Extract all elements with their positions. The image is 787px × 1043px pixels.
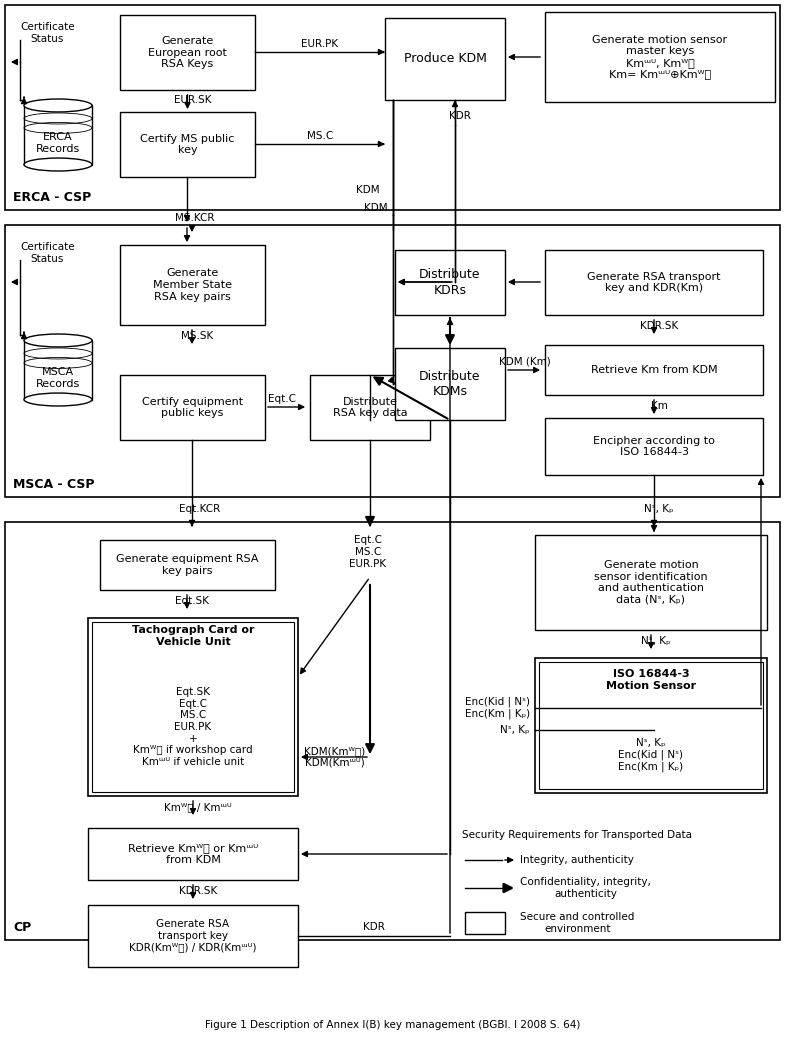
Bar <box>120 245 265 325</box>
Bar <box>545 345 763 395</box>
Text: ERCA
Records: ERCA Records <box>36 132 80 153</box>
Bar <box>395 348 505 420</box>
Text: Generate RSA transport
key and KDR(Km): Generate RSA transport key and KDR(Km) <box>587 271 721 293</box>
Text: Confidentiality, integrity,
authenticity: Confidentiality, integrity, authenticity <box>520 877 651 899</box>
Text: MS.SK: MS.SK <box>181 331 213 341</box>
Text: MSCA - CSP: MSCA - CSP <box>13 478 94 491</box>
Text: Generate
Member State
RSA key pairs: Generate Member State RSA key pairs <box>153 268 232 301</box>
Bar <box>120 112 255 177</box>
Bar <box>310 375 430 440</box>
Bar <box>24 340 92 399</box>
Bar <box>5 522 780 940</box>
Text: Certificate
Status: Certificate Status <box>20 242 75 264</box>
Text: Encipher according to
ISO 16844-3: Encipher according to ISO 16844-3 <box>593 436 715 457</box>
Text: Eqt.C: Eqt.C <box>268 394 296 404</box>
Bar <box>88 618 298 796</box>
Text: ISO 16844-3
Motion Sensor: ISO 16844-3 Motion Sensor <box>606 670 696 690</box>
Text: Eqt.SK: Eqt.SK <box>175 596 209 606</box>
Text: CP: CP <box>13 921 31 933</box>
Text: Generate equipment RSA
key pairs: Generate equipment RSA key pairs <box>116 554 259 576</box>
Text: Retrieve Kmᵂ၃ or Kmᵚᵁ
from KDM: Retrieve Kmᵂ၃ or Kmᵚᵁ from KDM <box>127 843 258 865</box>
Text: Nˢ, Kₚ
Enc(Kid | Nˢ)
Enc(Km | Kₚ): Nˢ, Kₚ Enc(Kid | Nˢ) Enc(Km | Kₚ) <box>619 737 684 772</box>
Text: KDR: KDR <box>363 922 385 932</box>
Text: Certify MS public
key: Certify MS public key <box>140 134 235 155</box>
Text: MS.C: MS.C <box>307 131 333 141</box>
Text: Secure and controlled
environment: Secure and controlled environment <box>520 913 634 933</box>
Bar <box>465 912 505 933</box>
Text: Nˢ, Kₚ: Nˢ, Kₚ <box>641 636 671 646</box>
Bar <box>92 622 294 792</box>
Bar <box>545 250 763 315</box>
Text: Integrity, authenticity: Integrity, authenticity <box>520 855 634 865</box>
Text: Produce KDM: Produce KDM <box>404 52 486 66</box>
Bar <box>88 828 298 880</box>
Text: KDM (Km): KDM (Km) <box>499 356 551 366</box>
Text: ERCA - CSP: ERCA - CSP <box>13 191 91 204</box>
Bar <box>120 15 255 90</box>
Text: Certify equipment
public keys: Certify equipment public keys <box>142 396 243 418</box>
Bar <box>100 540 275 590</box>
Bar <box>5 5 780 210</box>
Text: Generate motion
sensor identification
and authentication
data (Nˢ, Kₚ): Generate motion sensor identification an… <box>594 560 708 605</box>
Text: Distribute
KDRs: Distribute KDRs <box>419 268 481 296</box>
Text: Eqt.C
MS.C
EUR.PK: Eqt.C MS.C EUR.PK <box>349 535 386 568</box>
Text: Security Requirements for Transported Data: Security Requirements for Transported Da… <box>462 830 692 840</box>
Bar <box>24 105 92 165</box>
Bar <box>545 418 763 475</box>
Text: Generate RSA
transport key
KDR(Kmᵂ၃) / KDR(Kmᵚᵁ): Generate RSA transport key KDR(Kmᵂ၃) / K… <box>129 919 257 952</box>
Bar <box>88 905 298 967</box>
Text: Kmᵂ၃ / Kmᵚᵁ: Kmᵂ၃ / Kmᵚᵁ <box>164 802 232 812</box>
Text: Generate motion sensor
master keys
Kmᵚᵁ, Kmᵂ၃
Km= Kmᵚᵁ⊕Kmᵂ၃: Generate motion sensor master keys Kmᵚᵁ,… <box>593 34 727 79</box>
Ellipse shape <box>24 99 92 112</box>
Bar <box>5 225 780 498</box>
Text: EUR.PK: EUR.PK <box>301 39 338 49</box>
Ellipse shape <box>24 334 92 347</box>
Bar <box>545 13 775 102</box>
Text: Nˢ, Kₚ: Nˢ, Kₚ <box>645 504 674 514</box>
Text: KDM(Kmᵂ၃)
KDM(Kmᵚᵁ): KDM(Kmᵂ၃) KDM(Kmᵚᵁ) <box>304 746 365 768</box>
Text: MS.KCR: MS.KCR <box>176 213 215 223</box>
Text: Km: Km <box>651 401 667 411</box>
Bar <box>535 535 767 630</box>
Bar <box>535 658 767 793</box>
Text: Nˢ, Kₚ: Nˢ, Kₚ <box>501 725 530 735</box>
Text: Distribute
RSA key data: Distribute RSA key data <box>333 396 408 418</box>
Text: Generate
European root
RSA Keys: Generate European root RSA Keys <box>148 35 227 69</box>
Text: Eqt.SK
Eqt.C
MS.C
EUR.PK
+
Kmᵂ၃ if workshop card
Kmᵚᵁ if vehicle unit: Eqt.SK Eqt.C MS.C EUR.PK + Kmᵂ၃ if works… <box>133 687 253 767</box>
Text: MSCA
Records: MSCA Records <box>36 367 80 389</box>
Bar <box>120 375 265 440</box>
Text: EUR.SK: EUR.SK <box>174 95 211 105</box>
Text: KDM: KDM <box>364 203 388 213</box>
Text: Retrieve Km from KDM: Retrieve Km from KDM <box>591 365 717 375</box>
Bar <box>395 250 505 315</box>
Text: Figure 1 Description of Annex I(B) key management (BGBl. I 2008 S. 64): Figure 1 Description of Annex I(B) key m… <box>205 1020 581 1030</box>
Text: Certificate
Status: Certificate Status <box>20 22 75 44</box>
Text: KDR.SK: KDR.SK <box>179 886 217 896</box>
Text: KDR.SK: KDR.SK <box>640 321 678 331</box>
Bar <box>539 662 763 789</box>
Text: Enc(Kid | Nˢ)
Enc(Km | Kₚ): Enc(Kid | Nˢ) Enc(Km | Kₚ) <box>465 697 530 720</box>
Bar <box>385 18 505 100</box>
Ellipse shape <box>24 159 92 171</box>
Ellipse shape <box>24 393 92 406</box>
Text: Eqt.KCR: Eqt.KCR <box>179 504 220 514</box>
Text: KDM: KDM <box>357 185 380 195</box>
Text: Tachograph Card or
Vehicle Unit: Tachograph Card or Vehicle Unit <box>131 625 254 647</box>
Text: Distribute
KDMs: Distribute KDMs <box>419 370 481 398</box>
Text: KDR: KDR <box>449 111 471 121</box>
